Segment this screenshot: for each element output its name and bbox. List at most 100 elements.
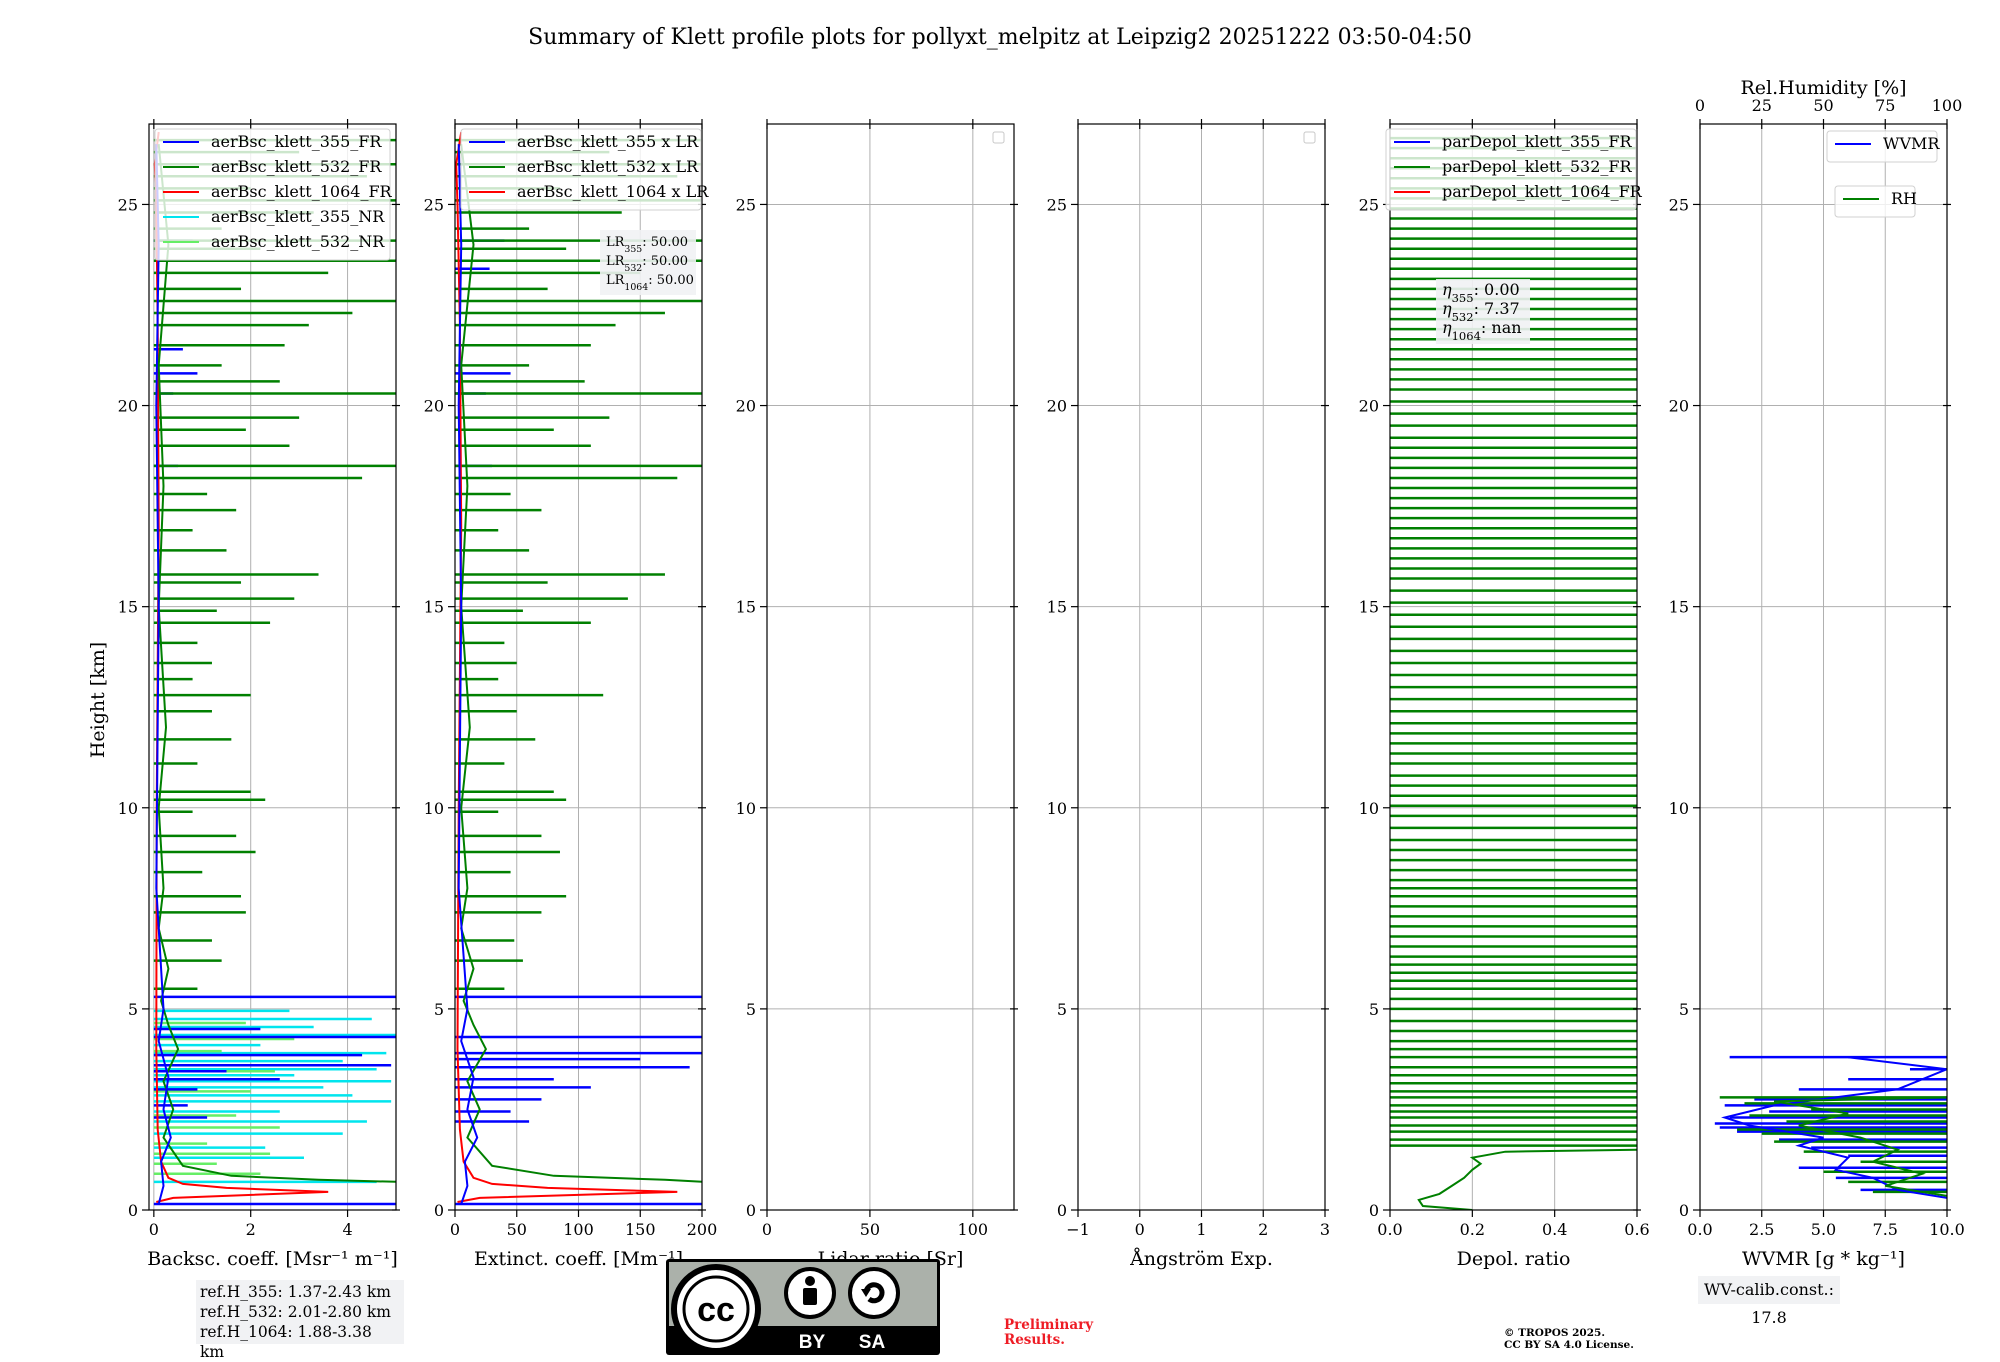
y-tick-label: 25: [736, 195, 756, 214]
empty-legend-box: [993, 132, 1004, 143]
y-tick-label: 5: [746, 1000, 756, 1019]
x-tick-label: 0: [149, 1220, 159, 1239]
x-axis-label: Backsc. coeff. [Msr⁻¹ m⁻¹]: [147, 1248, 398, 1270]
x-tick-label: 0.2: [1460, 1220, 1485, 1239]
copyright-line-2: CC BY SA 4.0 License.: [1504, 1339, 1634, 1351]
panel-bsc: 0 2 40510152025Backsc. coeff. [Msr⁻¹ m⁻¹]a…: [118, 119, 400, 1270]
y-tick-label: 20: [1669, 397, 1689, 416]
x-tick-label: 2: [246, 1220, 256, 1239]
by-label: BY: [799, 1332, 826, 1353]
svg-text:cc: cc: [697, 1291, 735, 1329]
panel-lr: 0501000510152025Lidar ratio [Sr]: [736, 119, 1018, 1270]
legend-label: aerBsc_klett_1064_FR: [211, 182, 393, 201]
x-tick-label: 2.5: [1749, 1220, 1774, 1239]
legend-label: aerBsc_klett_355 x LR: [517, 132, 699, 151]
y-tick-label: 15: [1669, 598, 1689, 617]
y-tick-label: 0: [128, 1201, 138, 1220]
x-tick-label: 5.0: [1811, 1220, 1836, 1239]
axes-frame: [149, 124, 396, 1210]
y-tick-label: 20: [1047, 397, 1067, 416]
x-tick-label: 0.6: [1624, 1220, 1649, 1239]
y-tick-label: 15: [118, 598, 138, 617]
y-tick-label: 25: [118, 195, 138, 214]
copyright-note: © TROPOS 2025. CC BY SA 4.0 License.: [1504, 1327, 1634, 1351]
axes-frame: [767, 124, 1014, 1210]
y-tick-label: 5: [128, 1000, 138, 1019]
plot-area-bsc: [154, 132, 396, 1204]
copyright-line-1: © TROPOS 2025.: [1504, 1327, 1634, 1339]
figure: Summary of Klett profile plots for polly…: [0, 0, 2000, 1360]
y-tick-label: 15: [736, 598, 756, 617]
top-tick-label: 100: [1932, 96, 1963, 115]
series-line-aerBsc_klett_1064_FR: [155, 132, 328, 1202]
legend-label: aerBsc_klett_532_FR: [211, 157, 382, 176]
panel-ext: 0 50 100 150 200 0 5 10 15 20 25 Extinct. coeff. [M…: [424, 119, 718, 1270]
y-tick-label: 20: [424, 397, 444, 416]
y-tick-label: 10: [1047, 799, 1067, 818]
sa-share-alike-icon: [850, 1269, 898, 1317]
x-tick-label: 100: [958, 1220, 989, 1239]
preliminary-results-note: Preliminary Results.: [1004, 1318, 1093, 1348]
x-axis-label: WVMR [g * kg⁻¹]: [1742, 1248, 1905, 1270]
y-tick-label: 25: [1047, 195, 1067, 214]
x-tick-label: 0.0: [1687, 1220, 1712, 1239]
cc-by-sa-badge: cc BY SA: [666, 1259, 940, 1355]
wv-calibration-box: WV-calib.const.: 17.8: [1698, 1276, 1840, 1304]
reference-heights-box: ref.H_355: 1.37-2.43 km ref.H_532: 2.01-…: [196, 1280, 404, 1344]
y-tick-label: 10: [1669, 799, 1689, 818]
y-tick-label: 0: [1057, 1201, 1067, 1220]
y-tick-label: 15: [1047, 598, 1067, 617]
y-tick-label: 5: [1369, 1000, 1379, 1019]
x-tick-label: 0: [1135, 1220, 1145, 1239]
empty-legend-box: [1304, 132, 1315, 143]
y-tick-label: 5: [1057, 1000, 1067, 1019]
y-tick-label: 20: [1359, 397, 1379, 416]
x-tick-label: 200: [687, 1220, 718, 1239]
series-line-parDepol_klett_532_FR: [1419, 1150, 1637, 1210]
x-tick-label: 0: [762, 1220, 772, 1239]
y-tick-label: 10: [118, 799, 138, 818]
y-tick-label: 0: [1369, 1201, 1379, 1220]
legend-label: aerBsc_klett_532_NR: [211, 232, 385, 251]
x-tick-label: 3: [1320, 1220, 1330, 1239]
x-tick-label: 100: [563, 1220, 594, 1239]
y-tick-label: 15: [1359, 598, 1379, 617]
preliminary-line-2: Results.: [1004, 1333, 1093, 1348]
x-tick-label: 0.0: [1377, 1220, 1402, 1239]
legend-label: WVMR: [1883, 134, 1940, 153]
x-tick-label: 150: [625, 1220, 656, 1239]
x-tick-label: 0: [450, 1220, 460, 1239]
x-tick-label: 10.0: [1929, 1220, 1965, 1239]
x-axis-label: Depol. ratio: [1457, 1248, 1571, 1270]
y-tick-label: 0: [746, 1201, 756, 1220]
legend-label: parDepol_klett_532_FR: [1442, 157, 1633, 176]
x-tick-label: 50: [860, 1220, 880, 1239]
top-axis-label: Rel.Humidity [%]: [1740, 77, 1906, 99]
y-tick-label: 0: [434, 1201, 444, 1220]
figure-title: Summary of Klett profile plots for polly…: [528, 25, 1472, 50]
y-tick-label: 10: [736, 799, 756, 818]
y-tick-label: 20: [118, 397, 138, 416]
y-tick-label: 10: [1359, 799, 1379, 818]
x-axis-label: Ångström Exp.: [1129, 1248, 1273, 1270]
x-tick-label: 50: [507, 1220, 527, 1239]
x-tick-label: 0.4: [1542, 1220, 1567, 1239]
legend-label: parDepol_klett_1064_FR: [1442, 182, 1643, 201]
y-tick-label: 15: [424, 598, 444, 617]
panel-wvmr: 0.0 2.5 5.0 7.5 10.0 0 5 10 15 20 25 WVMR [g * kg⁻¹…: [1669, 77, 1965, 1270]
x-axis-label: Extinct. coeff. [Mm⁻¹]: [474, 1248, 683, 1270]
legend-label: aerBsc_klett_355_FR: [211, 132, 382, 151]
y-tick-label: 25: [1359, 195, 1379, 214]
top-tick-label: 0: [1695, 96, 1705, 115]
y-tick-label: 5: [1679, 1000, 1689, 1019]
x-tick-label: 7.5: [1873, 1220, 1898, 1239]
y-tick-label: 0: [1679, 1201, 1689, 1220]
y-tick-label: 10: [424, 799, 444, 818]
plot-area-wvmr: [1715, 1057, 1947, 1198]
ref-height-1064: ref.H_1064: 1.88-3.38 km: [200, 1322, 400, 1362]
legend-label: aerBsc_klett_1064 x LR: [517, 182, 709, 201]
y-tick-label: 5: [434, 1000, 444, 1019]
y-tick-label: 25: [424, 195, 444, 214]
